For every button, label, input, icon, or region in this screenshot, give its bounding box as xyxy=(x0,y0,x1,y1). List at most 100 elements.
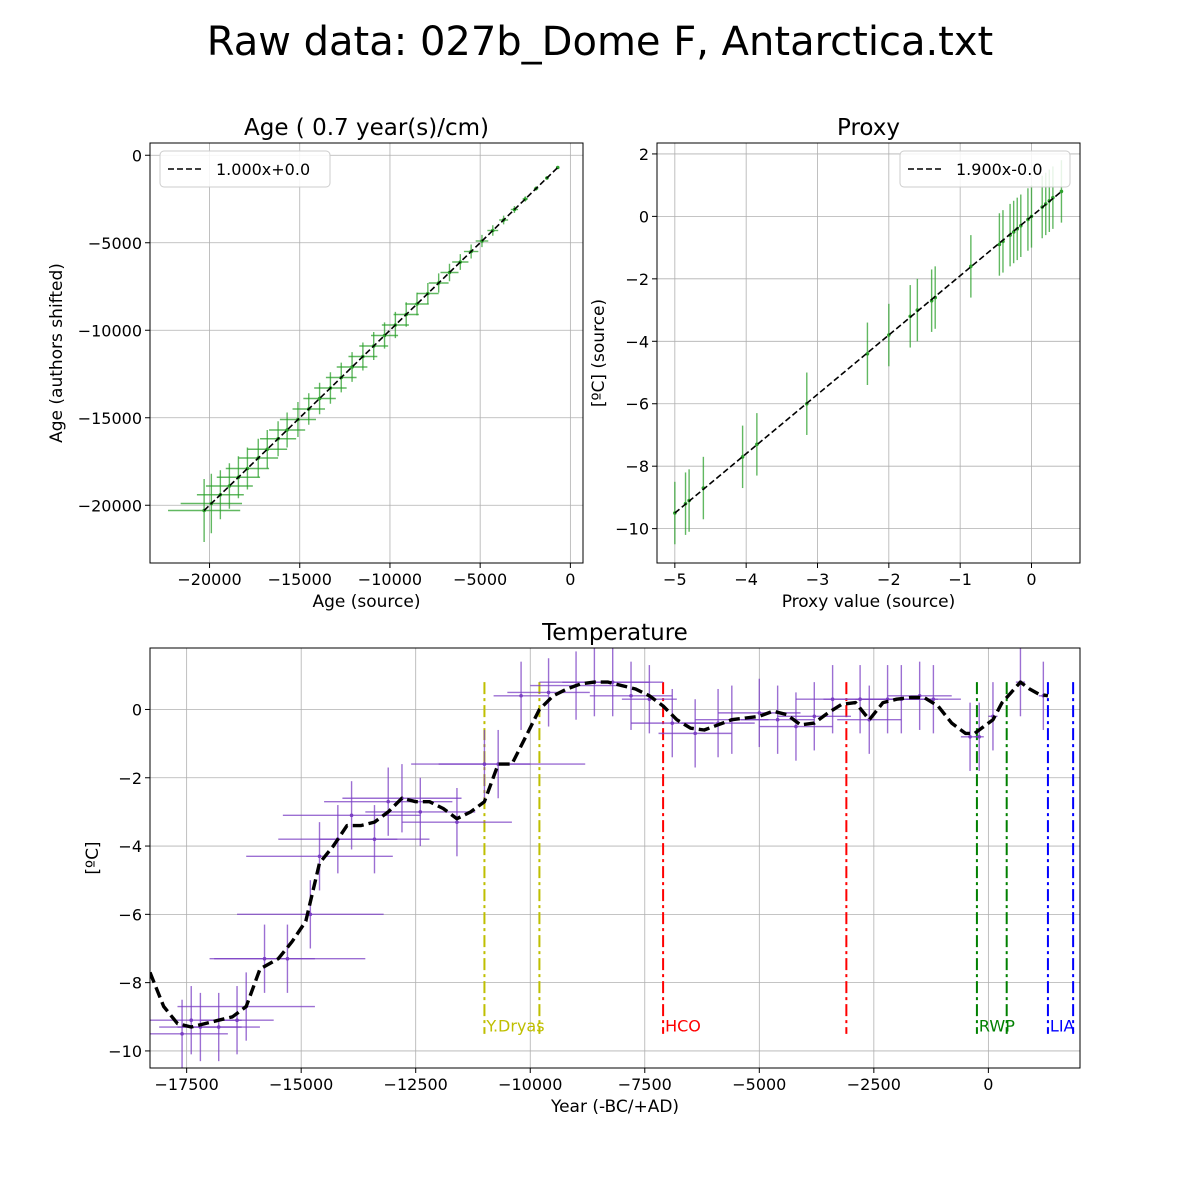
proxy-y-tick-label: −4 xyxy=(625,332,649,351)
age-fit-line xyxy=(203,166,559,512)
proxy-y-tick-label: −10 xyxy=(615,520,649,539)
proxy-y-tick-label: 0 xyxy=(639,207,649,226)
legend-box xyxy=(159,150,331,188)
data-point xyxy=(180,1032,184,1036)
event-label-lia: LIA xyxy=(1050,1016,1075,1035)
data-point xyxy=(865,351,870,356)
proxy-legend: 1.900x-0.0 xyxy=(899,150,1071,188)
proxy-fit-line xyxy=(674,190,1062,514)
age-y-tick-label: 0 xyxy=(132,146,142,165)
data-point xyxy=(455,820,459,824)
data-point xyxy=(349,813,354,818)
proxy-axes-frame xyxy=(656,142,1081,564)
temperature-x-axis-label: Year (-BC/+AD) xyxy=(550,1097,679,1117)
temperature-y-tick-label: 0 xyxy=(132,700,142,719)
data-point xyxy=(519,694,523,698)
proxy-x-tick-label: −1 xyxy=(948,570,972,589)
proxy-y-tick-label: 2 xyxy=(639,145,649,164)
temperature-y-tick-label: −2 xyxy=(118,769,142,788)
proxy-x-tick-label: −4 xyxy=(734,570,758,589)
data-point xyxy=(977,734,982,739)
data-point xyxy=(308,912,313,917)
temperature-x-tick-label: −17500 xyxy=(154,1075,218,1094)
temperature-subplot: Y.Dryas HCO RWP LIA −17500 −15000 −12500 −10000… xyxy=(83,620,1081,1117)
temperature-title: Temperature xyxy=(541,620,688,646)
data-point xyxy=(418,810,423,814)
age-subplot: −20000 −15000 −10000 −5000 0 −20000 −15000 −100… xyxy=(47,115,584,612)
temperature-x-tick-label: −5000 xyxy=(732,1075,786,1094)
legend-box xyxy=(899,150,1071,188)
temperature-x-tick-label: 0 xyxy=(983,1075,993,1094)
data-point xyxy=(997,242,1002,247)
temperature-y-axis-label: [ºC] xyxy=(83,841,103,874)
age-x-tick-label: −10000 xyxy=(358,570,422,589)
temperature-y-tick-label: −8 xyxy=(118,974,142,993)
age-y-tick-label: −20000 xyxy=(78,496,142,515)
age-grid xyxy=(150,143,583,563)
temperature-x-tick-label: −15000 xyxy=(269,1075,333,1094)
data-point xyxy=(285,956,290,961)
data-point xyxy=(812,714,817,719)
proxy-y-axis-label: [ºC] (source) xyxy=(589,299,609,407)
proxy-plot-area xyxy=(673,160,1064,545)
data-point xyxy=(546,690,551,695)
proxy-y-tick-label: −2 xyxy=(625,270,649,289)
temperature-plot-area xyxy=(150,648,1075,1068)
figure-title: Raw data: 027b_Dome F, Antarctica.txt xyxy=(207,19,993,65)
temperature-y-tick-label: −10 xyxy=(108,1042,142,1061)
age-y-tick-label: −10000 xyxy=(78,321,142,340)
age-y-axis-label: Age (authors shifted) xyxy=(47,263,67,443)
proxy-x-tick-label: −5 xyxy=(663,570,687,589)
data-point xyxy=(968,734,972,739)
data-point xyxy=(775,717,780,722)
age-x-tick-label: −15000 xyxy=(268,570,332,589)
temperature-axes-frame xyxy=(149,647,1081,1069)
event-label-hco: HCO xyxy=(665,1016,701,1035)
age-x-tick-label: 0 xyxy=(565,570,575,589)
legend-entry: 1.900x-0.0 xyxy=(956,160,1043,179)
age-x-tick-label: −5000 xyxy=(453,570,507,589)
age-error-bars xyxy=(168,165,560,542)
data-point xyxy=(285,428,289,432)
data-point xyxy=(610,680,615,684)
proxy-y-tick-label: −6 xyxy=(625,395,649,414)
age-plot-area xyxy=(168,165,560,542)
data-point xyxy=(317,854,322,859)
temperature-x-tick-label: −10000 xyxy=(498,1075,562,1094)
data-point xyxy=(386,799,391,804)
proxy-x-tick-label: 0 xyxy=(1026,570,1036,589)
proxy-error-bars xyxy=(673,160,1064,545)
age-y-tick-label: −15000 xyxy=(78,409,142,428)
age-axes-frame xyxy=(149,142,584,564)
data-point xyxy=(372,837,377,842)
data-point xyxy=(693,731,697,736)
data-point xyxy=(969,264,973,269)
temperature-error-bars xyxy=(150,648,1048,1068)
data-point xyxy=(1059,189,1064,194)
event-label-rwp: RWP xyxy=(979,1016,1015,1035)
proxy-x-axis-label: Proxy value (source) xyxy=(782,592,956,612)
event-label-ydryas: Y.Dryas xyxy=(485,1016,544,1035)
age-legend: 1.000x+0.0 xyxy=(159,150,331,188)
age-x-tick-label: −20000 xyxy=(177,570,241,589)
temperature-x-tick-label: −7500 xyxy=(618,1075,672,1094)
age-x-axis-label: Age (source) xyxy=(312,592,420,612)
data-point xyxy=(235,1018,239,1022)
proxy-title: Proxy xyxy=(837,115,900,141)
data-point xyxy=(794,724,798,729)
temperature-smoothed-line xyxy=(150,680,1049,1029)
data-point xyxy=(670,721,675,725)
temperature-x-tick-label: −2500 xyxy=(847,1075,901,1094)
temperature-x-tick-label: −12500 xyxy=(384,1075,448,1094)
proxy-x-tick-label: −2 xyxy=(877,570,901,589)
data-point xyxy=(629,694,633,698)
age-title: Age ( 0.7 year(s)/cm) xyxy=(244,115,489,141)
legend-entry: 1.000x+0.0 xyxy=(216,160,310,179)
age-y-tick-label: −5000 xyxy=(88,234,142,253)
data-point xyxy=(757,711,762,715)
temperature-y-tick-label: −4 xyxy=(118,837,142,856)
data-point xyxy=(216,1025,221,1029)
data-point xyxy=(931,697,936,702)
